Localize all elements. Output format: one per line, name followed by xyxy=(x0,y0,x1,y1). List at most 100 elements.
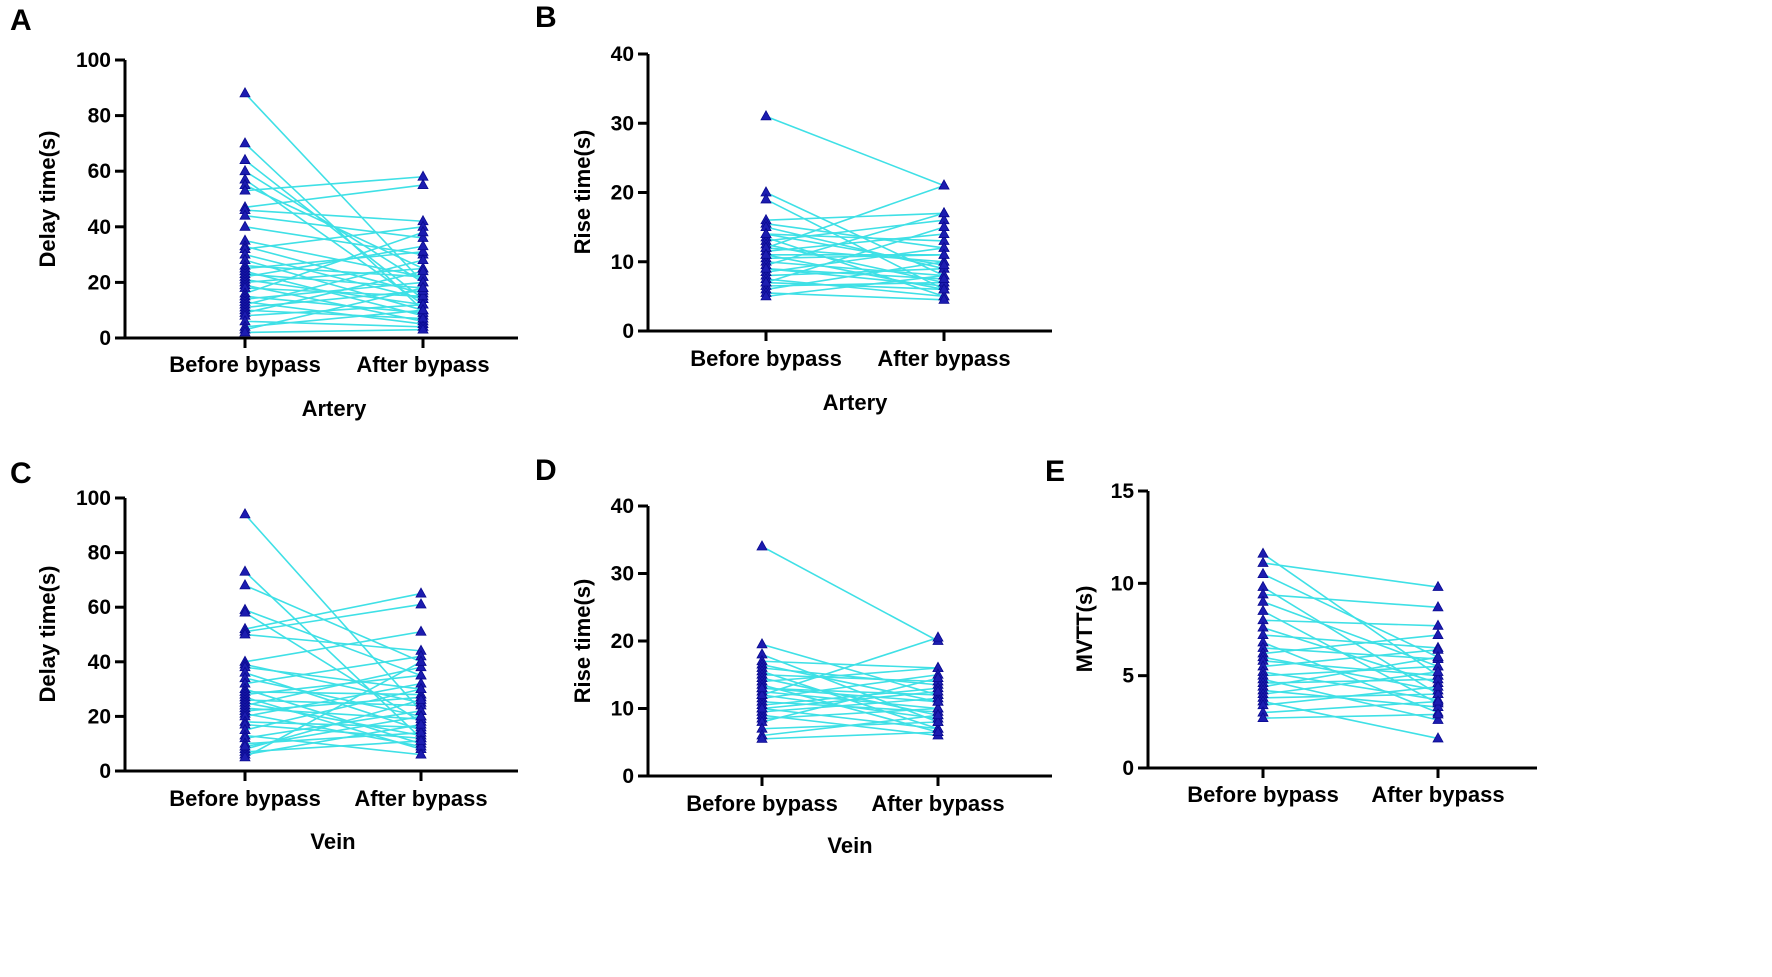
panel-letter: D xyxy=(535,454,557,487)
y-tick-label: 100 xyxy=(76,487,111,510)
y-tick-label: 100 xyxy=(76,49,111,72)
pair-line xyxy=(1262,685,1439,707)
y-tick-label: 20 xyxy=(611,182,634,205)
pair-line xyxy=(244,178,424,306)
y-tick-label: 40 xyxy=(88,216,111,239)
marker-after xyxy=(1432,650,1444,662)
pair-line xyxy=(244,259,424,306)
pair-line xyxy=(1262,573,1439,658)
marker-after xyxy=(932,715,944,726)
marker-after xyxy=(415,660,427,672)
pair-line xyxy=(244,592,422,630)
marker-after xyxy=(415,598,427,609)
pair-line xyxy=(1262,713,1439,719)
marker-after xyxy=(417,303,429,315)
pair-line xyxy=(1262,634,1439,655)
marker-before xyxy=(760,276,772,287)
y-tick-label: 40 xyxy=(611,495,634,518)
pair-line xyxy=(244,287,424,331)
marker-before xyxy=(239,326,251,337)
panel-letter: A xyxy=(10,4,32,37)
pair-line xyxy=(765,292,945,301)
pair-line xyxy=(244,328,424,334)
pair-line xyxy=(765,267,945,280)
marker-before xyxy=(239,565,251,576)
marker-before xyxy=(239,508,251,519)
marker-after xyxy=(938,272,950,283)
marker-after xyxy=(1432,680,1444,691)
pair-line xyxy=(761,660,939,669)
pair-line xyxy=(244,603,422,633)
pair-line xyxy=(244,289,424,309)
pair-line xyxy=(761,687,939,706)
marker-after xyxy=(415,693,427,704)
marker-after xyxy=(415,710,427,721)
marker-before xyxy=(1257,567,1269,578)
pair-lines xyxy=(761,545,939,740)
pair-lines xyxy=(1262,553,1439,740)
marker-after xyxy=(932,725,944,737)
pair-line xyxy=(765,281,945,291)
y-tick-label: 20 xyxy=(611,630,634,653)
pair-line xyxy=(244,723,422,756)
pair-line xyxy=(244,309,424,328)
pair-line xyxy=(761,697,939,713)
y-tick-label: 5 xyxy=(1122,665,1134,688)
pair-line xyxy=(765,260,945,277)
marker-before xyxy=(239,628,251,639)
marker-before xyxy=(756,688,768,699)
pair-line xyxy=(761,687,939,703)
pair-line xyxy=(244,264,424,278)
pair-line xyxy=(765,233,945,242)
category-label-before: Before bypass xyxy=(1187,782,1339,807)
pair-line xyxy=(1262,562,1439,588)
marker-after xyxy=(932,671,944,683)
panel-letter: B xyxy=(535,1,557,34)
pair-line xyxy=(761,690,939,710)
y-tick-label: 80 xyxy=(88,542,111,565)
category-label-before: Before bypass xyxy=(169,352,321,377)
x-axis-title: Artery xyxy=(823,390,889,415)
marker-after xyxy=(938,220,950,232)
markers xyxy=(239,508,427,762)
marker-after xyxy=(938,227,950,238)
pair-line xyxy=(244,696,422,712)
pair-line xyxy=(244,666,422,707)
marker-after xyxy=(1432,665,1444,676)
marker-after xyxy=(415,734,427,745)
pair-line xyxy=(244,712,422,748)
y-tick-label: 10 xyxy=(611,698,634,721)
marker-after xyxy=(932,631,944,642)
marker-after xyxy=(938,248,950,259)
marker-after xyxy=(938,258,950,270)
marker-before xyxy=(760,110,772,121)
y-tick-label: 0 xyxy=(99,760,111,783)
y-axis-title: Delay time(s) xyxy=(35,131,60,268)
y-tick-label: 0 xyxy=(1122,757,1134,780)
pair-line xyxy=(244,734,422,756)
x-axis-title: Artery xyxy=(302,396,368,421)
marker-before xyxy=(756,540,768,551)
y-tick-label: 0 xyxy=(622,320,634,343)
marker-after xyxy=(938,179,950,190)
pair-line xyxy=(244,671,422,731)
pair-line xyxy=(244,715,422,748)
pair-line xyxy=(244,633,422,652)
pair-line xyxy=(761,673,939,700)
pair-line xyxy=(765,184,945,249)
marker-before xyxy=(756,732,768,743)
pair-line xyxy=(761,707,939,730)
marker-before xyxy=(239,740,251,751)
pair-line xyxy=(244,184,424,209)
y-tick-label: 30 xyxy=(611,112,634,135)
pair-line xyxy=(1262,634,1439,649)
pair-line xyxy=(244,259,424,311)
marker-before xyxy=(760,290,772,301)
pair-line xyxy=(244,253,424,300)
pair-line xyxy=(244,267,424,284)
marker-after xyxy=(1432,695,1444,706)
marker-after xyxy=(417,239,429,251)
pair-line xyxy=(1262,610,1439,705)
pair-line xyxy=(244,175,424,192)
